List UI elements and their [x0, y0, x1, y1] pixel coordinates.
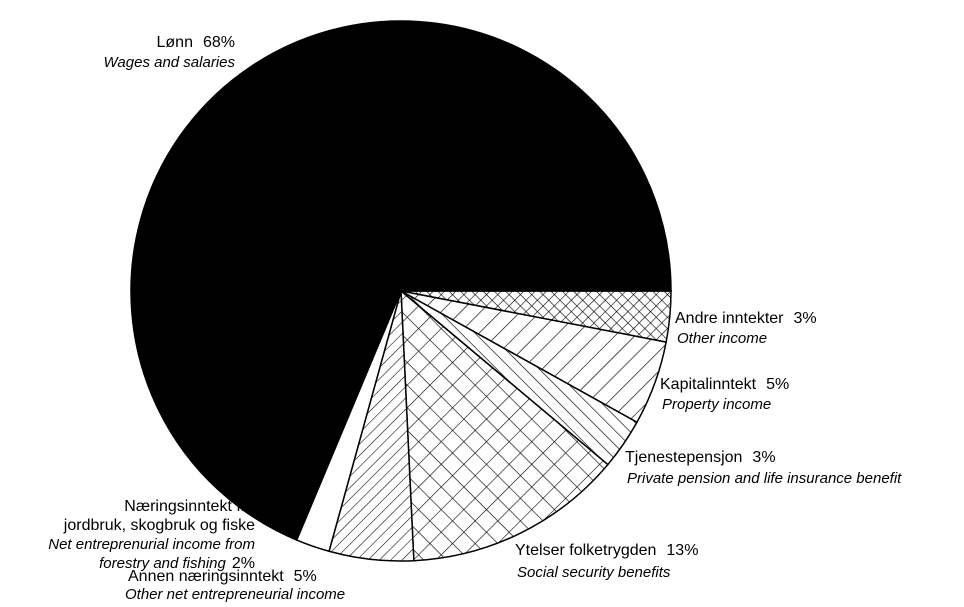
- slice-label-text: Ytelser folketrygden: [515, 542, 656, 559]
- slice-value-label: 5%: [766, 376, 789, 393]
- slice-label: Annen næringsinntekt 5%: [128, 568, 317, 585]
- slice-value-label: 3%: [752, 449, 775, 466]
- slice-label: Kapitalinntekt 5%: [660, 376, 789, 393]
- slice-sublabel-text: forestry and fishing: [99, 555, 226, 572]
- slice-sublabel: Other income: [677, 330, 767, 347]
- slice-label: Andre inntekter 3%: [675, 310, 817, 327]
- slice-value-label: 3%: [794, 310, 817, 327]
- slice-label-text: Tjenestepensjon: [625, 449, 742, 466]
- slice-label: Ytelser folketrygden 13%: [515, 542, 698, 559]
- slice-label-text: Lønn: [157, 34, 193, 51]
- slice-value-label: 2%: [232, 555, 255, 572]
- slice-sublabel: Net entreprenurial income from: [48, 536, 255, 553]
- slice-label-text: Andre inntekter: [675, 310, 784, 327]
- slice-value-label: 68%: [203, 34, 235, 51]
- slice-label: Tjenestepensjon 3%: [625, 449, 776, 466]
- slice-sublabel: Private pension and life insurance benef…: [627, 470, 902, 487]
- slice-label-text: Annen næringsinntekt: [128, 568, 284, 585]
- slice-value-label: 5%: [294, 568, 317, 585]
- slice-sublabel: Other net entrepreneurial income: [125, 586, 345, 603]
- slice-label: Lønn 68%: [157, 34, 236, 51]
- slice-label: Næringsinntekt fra: [124, 498, 255, 515]
- slice-value-label: 13%: [666, 542, 698, 559]
- slice-sublabel: Property income: [662, 396, 771, 413]
- slice-sublabel: Social security benefits: [517, 564, 671, 581]
- slice-label-text: Kapitalinntekt: [660, 376, 757, 393]
- pie-slice: [130, 20, 672, 542]
- slice-sublabel-text: Net entreprenurial income from: [48, 536, 255, 553]
- slice-label: jordbruk, skogbruk og fiske: [63, 517, 255, 534]
- pie-slice: [400, 289, 609, 562]
- slice-sublabel: Wages and salaries: [104, 54, 236, 71]
- slice-sublabel: forestry and fishing 2%: [99, 555, 255, 572]
